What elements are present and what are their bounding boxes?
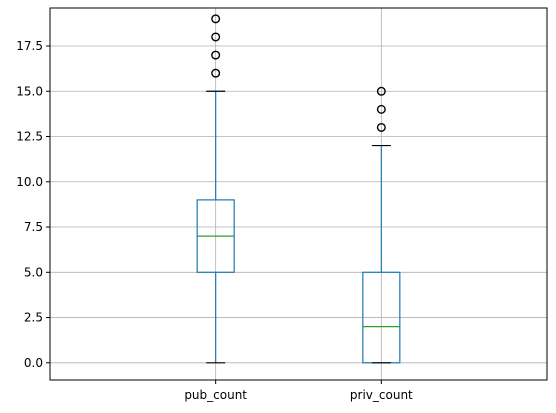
- outlier-point: [376, 86, 386, 96]
- outlier-point: [211, 32, 221, 42]
- x-tick-label: pub_count: [184, 388, 247, 402]
- y-tick-label: 12.5: [16, 130, 43, 144]
- y-tick-label: 10.0: [16, 175, 43, 189]
- outlier-point: [376, 104, 386, 114]
- tick-layer: 0.0 2.5 5.0 7.5 10.0 12.5 15.0 17.5 pub_count pri…: [16, 39, 413, 402]
- y-tick-label: 0.0: [24, 356, 43, 370]
- outlier-point: [376, 122, 386, 132]
- outlier-point: [211, 68, 221, 78]
- plot-layer: [196, 14, 401, 364]
- y-tick-label: 17.5: [16, 39, 43, 53]
- box-pub_count: [196, 14, 235, 364]
- box-priv_count: [362, 86, 401, 364]
- outlier-point: [211, 14, 221, 24]
- y-tick-label: 7.5: [24, 220, 43, 234]
- y-tick-label: 15.0: [16, 84, 43, 98]
- axes-layer: [49, 7, 548, 381]
- outlier-point: [211, 50, 221, 60]
- y-tick-label: 2.5: [24, 311, 43, 325]
- y-tick-label: 5.0: [24, 265, 43, 279]
- x-tick-label: priv_count: [350, 388, 413, 402]
- grid-layer: [50, 8, 547, 380]
- axes-frame: [49, 7, 548, 381]
